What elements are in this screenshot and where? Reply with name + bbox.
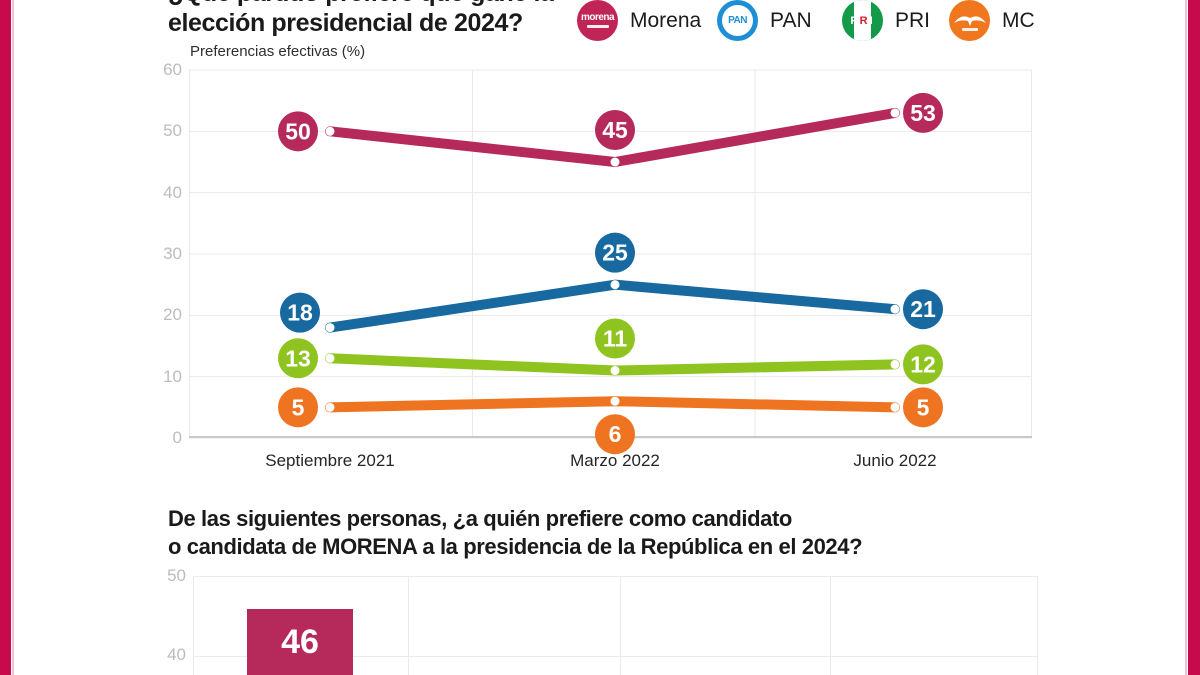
legend-label-pan: PAN: [770, 8, 812, 32]
ytick-10: 10: [163, 366, 182, 386]
morena-logo-icon: morena: [577, 0, 618, 41]
point-morena-1: [610, 157, 620, 167]
value-label-pri-0: 13: [278, 338, 318, 379]
chart2-gridline-40: [194, 656, 1037, 657]
mc-logo-subline: [961, 27, 978, 31]
pan-logo-icon: PAN: [717, 0, 758, 41]
chart2-gridline-v-2: [830, 577, 831, 675]
bar-value-label: 46: [281, 622, 319, 661]
value-label-morena-1: 45: [595, 110, 635, 150]
bar-candidate-1: 46: [247, 608, 353, 675]
right-accent-thin-line: [1185, 0, 1187, 675]
svg-text:45: 45: [602, 117, 628, 143]
svg-text:25: 25: [602, 240, 628, 266]
value-label-mc-2: 5: [903, 387, 943, 428]
svg-text:5: 5: [292, 394, 305, 420]
value-label-pan-1: 25: [595, 232, 635, 273]
pan-logo-text: PAN: [722, 5, 753, 36]
point-mc-1: [610, 396, 620, 406]
svg-text:11: 11: [603, 326, 628, 352]
survey-question-1-line2: elección presidencial de 2024?: [168, 9, 523, 37]
svg-text:21: 21: [910, 296, 936, 322]
svg-text:18: 18: [287, 300, 313, 326]
point-pri-0: [325, 353, 335, 363]
chart1-subtitle: Preferencias efectivas (%): [190, 43, 366, 60]
value-label-pri-1: 11: [595, 318, 635, 359]
chart2-ytick-40: 40: [167, 645, 186, 664]
chart2-gridline-v-0: [408, 577, 409, 675]
value-label-morena-2: 53: [903, 92, 943, 133]
svg-text:6: 6: [609, 421, 622, 447]
legend-item-pan: PAN PAN: [717, 0, 812, 41]
survey-question-2-line1: De las siguientes personas, ¿a quién pre…: [168, 506, 792, 531]
right-accent-bar: [1188, 0, 1200, 675]
value-label-pri-2: 12: [903, 344, 943, 385]
survey-question-1-line1-cropped: ¿Qué partido prefiere que gane la: [168, 0, 554, 8]
point-pan-2: [890, 304, 900, 314]
svg-text:12: 12: [910, 351, 936, 377]
point-morena-0: [325, 126, 335, 136]
survey-question-2-line2: o candidata de MORENA a la presidencia d…: [168, 534, 863, 559]
line-chart: 50 45 53 18 25 21 13 11 12 5 6 5: [189, 69, 1032, 455]
point-morena-2: [890, 108, 900, 118]
ytick-40: 40: [163, 182, 182, 202]
legend-label-pri: PRI: [895, 8, 931, 32]
left-accent-bar: [0, 0, 11, 675]
ytick-50: 50: [163, 121, 182, 141]
left-accent-thin-line: [12, 0, 14, 675]
chart2-ytick-50: 50: [167, 566, 186, 585]
point-pan-1: [610, 280, 620, 290]
ytick-0: 0: [172, 428, 182, 447]
chart2-gridline-v-1: [620, 577, 621, 675]
point-mc-0: [325, 402, 335, 412]
value-label-mc-1: 6: [595, 414, 635, 455]
xlabel-1: Marzo 2022: [570, 451, 660, 470]
legend-item-morena: morena Morena: [577, 0, 701, 41]
bar-chart: 46: [193, 576, 1038, 675]
legend-label-morena: Morena: [630, 8, 702, 32]
ytick-30: 30: [163, 244, 182, 263]
pri-logo-stripe: [854, 0, 871, 41]
ytick-60: 60: [163, 60, 182, 79]
morena-logo-text: morena: [580, 12, 615, 23]
value-label-pan-0: 18: [280, 292, 320, 333]
legend-label-mc: MC: [1002, 8, 1035, 32]
morena-logo-subline: [586, 25, 609, 28]
point-pri-1: [610, 366, 620, 376]
point-pan-0: [325, 323, 335, 333]
legend-item-mc: MC: [949, 0, 1035, 41]
point-mc-2: [890, 402, 900, 412]
svg-text:13: 13: [285, 345, 311, 371]
value-label-pan-2: 21: [903, 289, 943, 330]
ytick-20: 20: [163, 305, 182, 325]
value-label-morena-0: 50: [278, 111, 318, 152]
xlabel-2: Junio 2022: [853, 451, 937, 470]
value-label-mc-0: 5: [278, 387, 318, 428]
mc-eagle-icon: [949, 0, 990, 41]
svg-text:53: 53: [910, 100, 936, 126]
svg-text:5: 5: [917, 394, 930, 420]
point-pri-2: [890, 359, 900, 369]
xlabel-0: Septiembre 2021: [265, 451, 395, 470]
svg-text:50: 50: [285, 118, 311, 144]
